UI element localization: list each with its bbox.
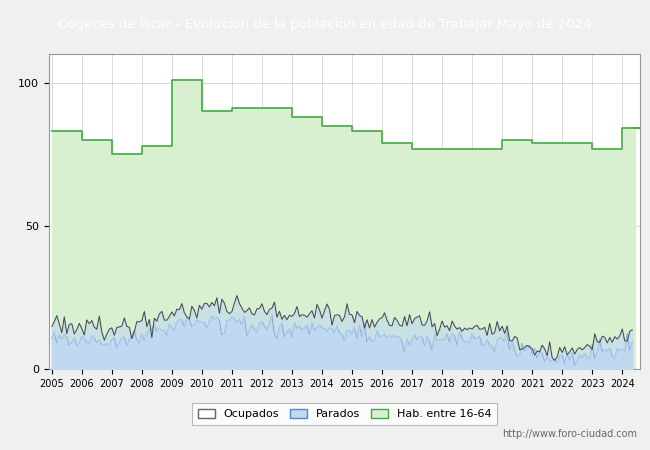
Text: Cogeces de Íscar - Evolucion de la poblacion en edad de Trabajar Mayo de 2024: Cogeces de Íscar - Evolucion de la pobla… xyxy=(58,16,592,31)
Legend: Ocupados, Parados, Hab. entre 16-64: Ocupados, Parados, Hab. entre 16-64 xyxy=(192,403,497,425)
Text: http://www.foro-ciudad.com: http://www.foro-ciudad.com xyxy=(502,429,637,439)
